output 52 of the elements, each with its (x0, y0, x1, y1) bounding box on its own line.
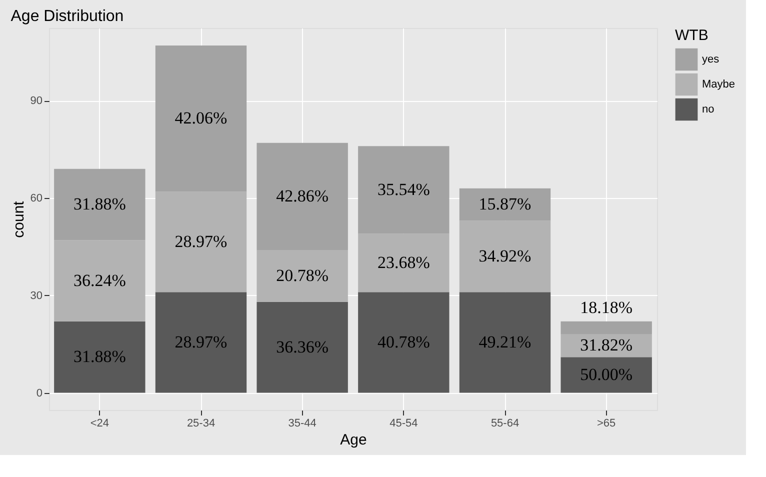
bar (54, 240, 146, 322)
annotation: 18.18% (580, 298, 633, 318)
y-tick-label: 0 (36, 387, 42, 400)
legend-title: WTB (675, 27, 708, 44)
legend-label: no (702, 104, 714, 116)
bar (54, 168, 146, 240)
annotation: 31.82% (580, 336, 633, 355)
annotation: 42.86% (276, 186, 329, 206)
annotation: 20.78% (276, 266, 329, 285)
bar (256, 142, 348, 250)
y-axis-title: count (10, 200, 28, 238)
x-axis-title: Age (340, 432, 367, 448)
bar (155, 292, 247, 393)
annotation: 36.36% (276, 337, 329, 356)
x-tick-label: >65 (596, 418, 616, 430)
annotation: 31.88% (73, 194, 126, 214)
annotation: 23.68% (377, 252, 430, 272)
annotation: 31.88% (73, 347, 126, 366)
bar (459, 292, 551, 393)
bar (155, 192, 247, 292)
bar (358, 292, 450, 393)
legend-label: Maybe (702, 78, 736, 90)
annotation: 50.00% (580, 364, 633, 384)
x-tick-label: 35-44 (288, 418, 316, 430)
bar (560, 321, 652, 334)
y-tick-label: 30 (30, 290, 42, 302)
bar (256, 250, 348, 302)
annotation: 28.97% (174, 332, 228, 352)
annotation: 42.06% (174, 108, 228, 128)
bar (54, 321, 146, 393)
annotation: 49.21% (478, 332, 532, 352)
bar (459, 220, 551, 292)
bar (155, 46, 247, 192)
y-tick-label: 90 (30, 95, 42, 108)
x-tick-label: 55-64 (490, 418, 520, 430)
annotation: 34.92% (478, 246, 532, 266)
y-tick-label: 60 (30, 192, 42, 205)
x-tick-label: 45-54 (390, 418, 418, 430)
bar (560, 357, 652, 393)
chart-title: Age Distribution (10, 8, 124, 25)
bar (256, 302, 348, 393)
annotation: 15.87% (478, 194, 532, 214)
annotation: 35.54% (377, 180, 430, 199)
annotation: 36.24% (73, 270, 126, 290)
annotation: 28.97% (174, 232, 228, 251)
bar (358, 234, 450, 292)
bar (459, 188, 551, 221)
x-tick-label: 25-34 (186, 418, 216, 430)
bar (358, 146, 450, 234)
annotation: 40.78% (377, 332, 430, 352)
x-tick-label: <24 (90, 418, 110, 430)
legend-label: yes (702, 54, 720, 66)
